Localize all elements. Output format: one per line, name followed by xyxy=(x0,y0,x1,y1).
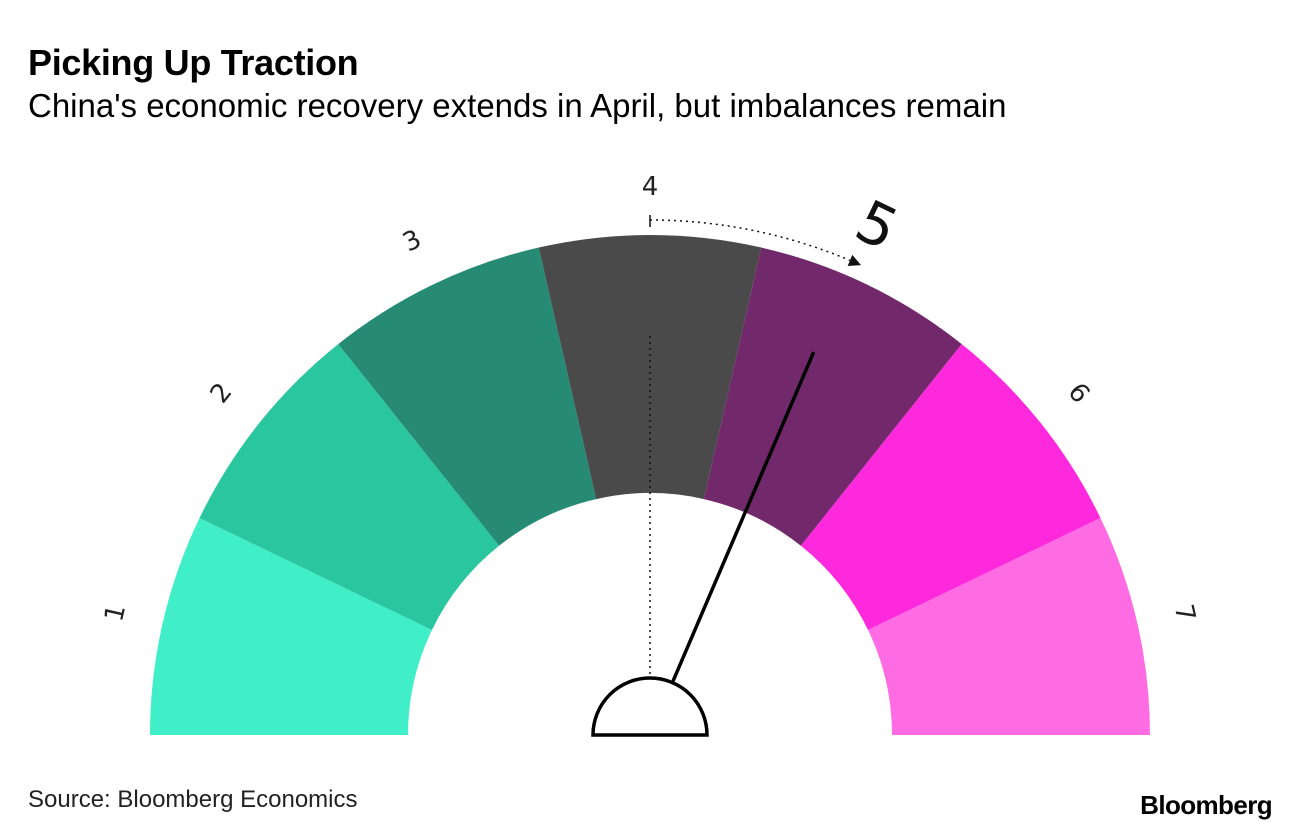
change-arc xyxy=(649,219,851,262)
gauge-needle xyxy=(671,351,815,682)
gauge-label-3: 3 xyxy=(398,224,426,258)
gauge-segment-1 xyxy=(150,518,432,735)
gauge-label-2: 2 xyxy=(205,378,239,410)
gauge-label-7: 7 xyxy=(1168,602,1201,625)
change-arrowhead xyxy=(847,254,862,266)
current-value-label: 5 xyxy=(846,187,909,264)
gauge-markers xyxy=(591,215,862,737)
gauge-segment-2 xyxy=(199,344,500,631)
gauge-label-6: 6 xyxy=(1062,378,1096,410)
gauge-hub xyxy=(591,676,709,737)
gauge-segment-6 xyxy=(800,344,1101,631)
gauge-label-4: 4 xyxy=(642,172,659,202)
gauge-segment-3 xyxy=(338,247,597,546)
gauge-label-1: 1 xyxy=(99,602,132,625)
gauge-segment-5 xyxy=(703,247,962,546)
bloomberg-logo: Bloomberg xyxy=(1140,790,1272,820)
chart-title: Picking Up Traction xyxy=(28,42,359,83)
chart-subtitle: China's economic recovery extends in Apr… xyxy=(28,87,1007,124)
gauge-segment-7 xyxy=(868,518,1150,735)
source-note: Source: Bloomberg Economics xyxy=(28,786,358,813)
